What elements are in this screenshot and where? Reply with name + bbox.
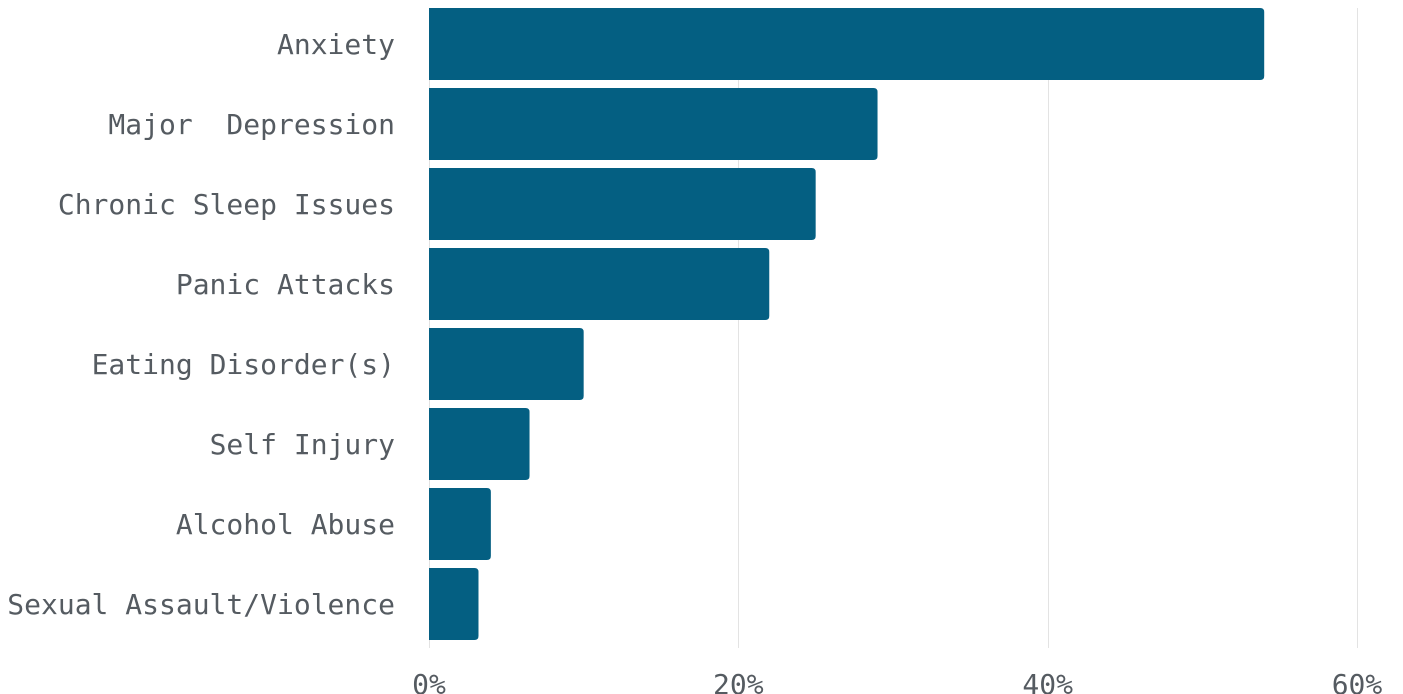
x-tick-label: 40% [1022, 668, 1073, 694]
bar [429, 328, 584, 400]
x-axis-tick-labels: 0% 20% 40% 60% [412, 668, 1382, 694]
category-label: Alcohol Abuse [176, 508, 395, 541]
x-tick-label: 20% [713, 668, 764, 694]
category-labels: Anxiety Major Depression Chronic Sleep Iss… [7, 28, 395, 621]
bar [429, 8, 1265, 80]
bars [429, 8, 1265, 640]
category-label: Eating Disorder(s) [92, 348, 395, 381]
bar [429, 168, 816, 240]
x-tick-label: 60% [1332, 668, 1383, 694]
category-label: Chronic Sleep Issues [58, 188, 395, 221]
category-label: Anxiety [277, 28, 395, 61]
bar [429, 88, 878, 160]
bar [429, 488, 491, 560]
category-label: Sexual Assault/Violence [7, 588, 395, 621]
category-label: Major Depression [108, 108, 395, 141]
x-tick-label: 0% [412, 668, 446, 694]
bar [429, 408, 530, 480]
bar [429, 568, 479, 640]
bar [429, 248, 770, 320]
category-label: Self Injury [210, 428, 395, 461]
category-label: Panic Attacks [176, 268, 395, 301]
